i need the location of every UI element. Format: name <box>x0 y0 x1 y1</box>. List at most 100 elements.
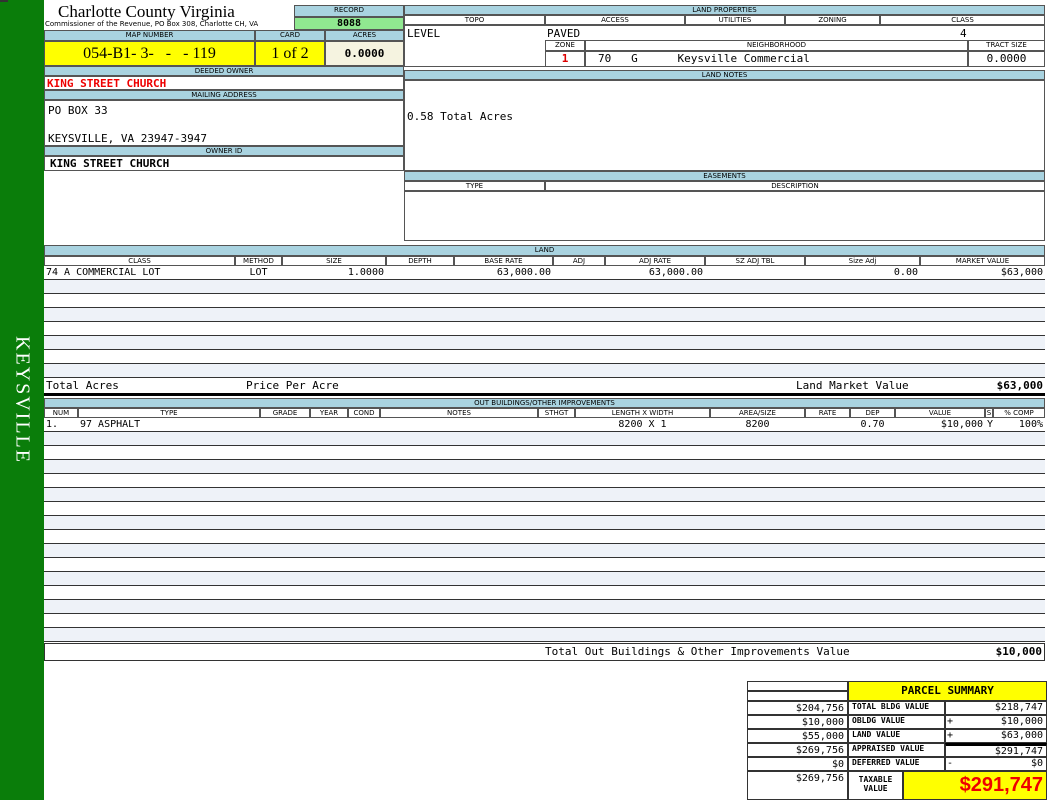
prior-value: $204,756 <box>747 701 848 715</box>
table-row <box>44 628 1045 642</box>
utilities-label: UTILITIES <box>685 15 785 25</box>
table-cell: $63,000 <box>1000 267 1043 278</box>
column-header: RATE <box>805 408 850 418</box>
address-line-2: KEYSVILLE, VA 23947-3947 <box>48 132 207 145</box>
table-cell: 0.00 <box>893 267 918 278</box>
outbuildings-total: $10,000 <box>995 645 1042 658</box>
table-row <box>44 432 1045 446</box>
table-cell: 74 A COMMERCIAL LOT <box>46 267 161 278</box>
county-title: Charlotte County Virginia <box>58 2 235 21</box>
class-label: CLASS <box>880 15 1045 25</box>
summary-operator: + <box>947 730 954 741</box>
deeded-owner: KING STREET CHURCH <box>44 76 404 90</box>
table-cell: 63,000.00 <box>496 267 551 278</box>
column-header: STHGT <box>538 408 575 418</box>
column-header: Size Adj <box>805 256 920 266</box>
table-cell <box>262 418 308 431</box>
table-cell: $10,000 <box>940 419 983 430</box>
deeded-owner-label: DEEDED OWNER <box>44 66 404 76</box>
land-notes-title: LAND NOTES <box>404 70 1045 80</box>
table-cell: 97 ASPHALT <box>80 419 141 430</box>
easements-body <box>404 191 1045 241</box>
column-header: COND <box>348 408 380 418</box>
table-row: 74 A COMMERCIAL LOT LOT 1.0000 63,000.00 63,… <box>44 266 1045 280</box>
summary-value: $218,747 <box>945 701 1047 715</box>
table-row <box>44 572 1045 586</box>
table-cell: Y <box>987 419 994 430</box>
column-header: NUM <box>44 408 78 418</box>
neighborhood-label: NEIGHBORHOOD <box>585 40 968 51</box>
summary-amount: $218,747 <box>994 702 1043 713</box>
prior-value: $55,000 <box>747 729 848 743</box>
column-header: VALUE <box>895 408 985 418</box>
table-row <box>44 502 1045 516</box>
map-number-label: MAP NUMBER <box>44 30 255 41</box>
land-notes-text: 0.58 Total Acres <box>407 110 513 123</box>
summary-amount: $0 <box>1030 758 1043 769</box>
column-header: MARKET VALUE <box>920 256 1045 266</box>
sidebar-label: KEYSVILLE <box>11 336 34 464</box>
column-header: S <box>985 408 993 418</box>
summary-label: OBLDG VALUE <box>848 715 945 729</box>
access-value: PAVED <box>547 27 581 40</box>
prior-value: $269,756 <box>747 743 848 757</box>
column-header: ADJ RATE <box>605 256 705 266</box>
column-header: LENGTH X WIDTH <box>575 408 710 418</box>
table-cell <box>540 418 573 431</box>
neighborhood-value: 70 G Keysville Commercial <box>585 51 968 67</box>
summary-operator: - <box>947 758 954 769</box>
prior-value: $0 <box>747 757 848 771</box>
table-row <box>44 336 1045 350</box>
summary-amount: $291,747 <box>994 746 1043 757</box>
land-market-value-label: Land Market Value <box>796 379 909 392</box>
summary-blank-1 <box>747 681 848 691</box>
summary-amount: $63,000 <box>1000 730 1043 741</box>
table-row <box>44 488 1045 502</box>
owner-id: KING STREET CHURCH <box>44 156 404 171</box>
table-cell <box>382 418 536 431</box>
outbuildings-total-label: Total Out Buildings & Other Improvements… <box>545 645 850 658</box>
total-acres-label: Total Acres <box>46 379 119 392</box>
table-cell: 8200 <box>745 419 770 430</box>
land-notes: 0.58 Total Acres <box>404 80 1045 171</box>
table-row <box>44 600 1045 614</box>
column-header: SZ ADJ TBL <box>705 256 805 266</box>
easement-description-label: DESCRIPTION <box>545 181 1045 191</box>
table-row <box>44 446 1045 460</box>
sidebar: KEYSVILLE <box>0 0 44 800</box>
table-cell: 63,000.00 <box>648 267 703 278</box>
summary-label: DEFERRED VALUE <box>848 757 945 771</box>
column-header: BASE RATE <box>454 256 553 266</box>
table-cell <box>350 418 378 431</box>
table-row <box>44 586 1045 600</box>
acres-label: ACRES <box>325 30 404 41</box>
taxable-value: $291,747 <box>903 771 1047 800</box>
table-row <box>44 558 1045 572</box>
column-header: % COMP <box>993 408 1045 418</box>
summary-value: $291,747 <box>945 743 1047 757</box>
table-row <box>44 544 1045 558</box>
column-header: DEPTH <box>386 256 454 266</box>
summary-label: TOTAL BLDG VALUE <box>848 701 945 715</box>
table-row <box>44 474 1045 488</box>
table-row <box>44 460 1045 474</box>
topo-value: LEVEL <box>407 27 441 40</box>
summary-blank-2 <box>747 691 848 701</box>
card-label: CARD <box>255 30 325 41</box>
record-label: RECORD <box>294 5 404 17</box>
table-row <box>44 308 1045 322</box>
table-row <box>44 294 1045 308</box>
easement-type-label: TYPE <box>404 181 545 191</box>
table-cell <box>388 266 452 279</box>
column-header: SIZE <box>282 256 386 266</box>
summary-value: - $0 <box>945 757 1047 771</box>
zone-value: 1 <box>545 51 585 67</box>
summary-operator: + <box>947 716 954 727</box>
access-label: ACCESS <box>545 15 685 25</box>
table-cell: 1. <box>46 419 59 430</box>
topo-label: TOPO <box>404 15 545 25</box>
zone-label: ZONE <box>545 40 585 51</box>
table-cell: 8200 X 1 <box>618 419 667 430</box>
column-header: AREA/SIZE <box>710 408 805 418</box>
table-cell <box>807 418 848 431</box>
